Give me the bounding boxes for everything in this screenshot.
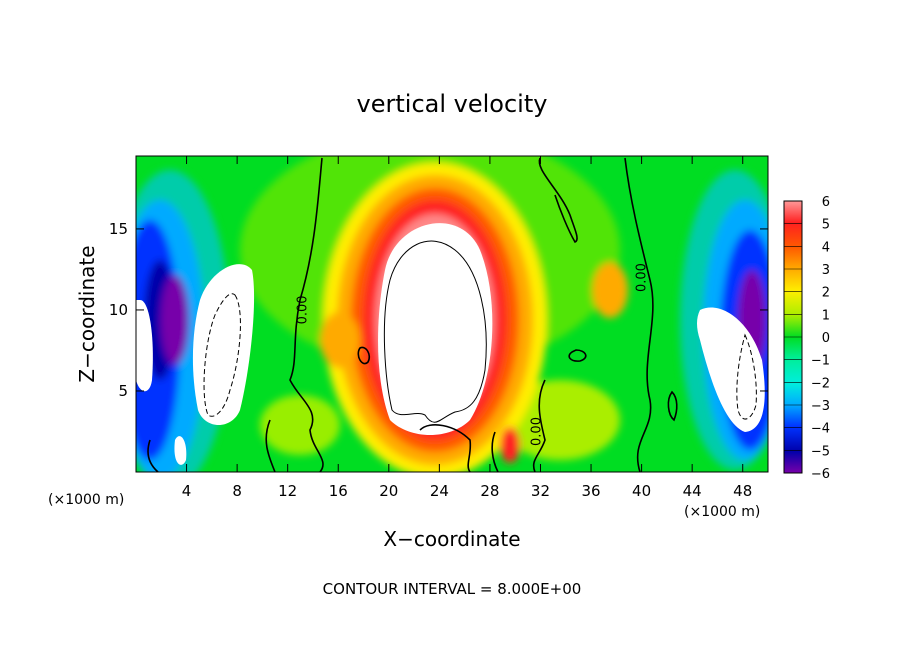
x-tick-label: 12	[278, 482, 297, 500]
contour-label: 0.00	[634, 263, 649, 292]
x-tick-label: 36	[581, 482, 600, 500]
contour-interval-note: CONTOUR INTERVAL = 8.000E+00	[323, 580, 582, 598]
colorbar-tick-label: −4	[811, 422, 830, 437]
chart-title: vertical velocity	[357, 90, 548, 118]
colorbar-tick-label: 5	[822, 218, 830, 233]
x-tick-label: 8	[232, 482, 242, 500]
x-tick-label: 4	[182, 482, 192, 500]
velocity-field: 0.00 0.00 0.00	[136, 156, 768, 472]
x-tick-label: 48	[733, 482, 752, 500]
colorbar-tick-label: 3	[822, 263, 830, 278]
x-tick-label: 24	[430, 482, 449, 500]
y-tick-label: 10	[109, 301, 128, 319]
y-axis-label: Z−coordinate	[75, 245, 99, 382]
x-tick-label: 28	[480, 482, 499, 500]
colorbar: 6 5 4 3 2 1 0 −1 −2 −3 −4 −5 −6	[783, 195, 830, 482]
x-unit-right: (×1000 m)	[684, 504, 760, 520]
y-tick-label: 15	[109, 220, 128, 238]
colorbar-tick-label: −3	[811, 399, 830, 414]
colorbar-tick-label: −1	[811, 354, 830, 369]
x-unit-left: (×1000 m)	[48, 492, 124, 508]
colorbar-tick-label: 0	[822, 331, 830, 346]
x-tick-label: 40	[632, 482, 651, 500]
x-axis: 4 8 12 16 20 24 28 32 36 40 44 48	[182, 156, 752, 500]
y-axis: 5 10 15	[109, 220, 768, 400]
x-tick-label: 16	[329, 482, 348, 500]
x-tick-label: 44	[683, 482, 702, 500]
x-axis-label: X−coordinate	[383, 527, 520, 551]
colorbar-tick-label: −5	[811, 444, 830, 459]
colorbar-tick-label: 2	[822, 286, 830, 301]
contour-label: 0.00	[296, 295, 311, 324]
x-tick-label: 20	[379, 482, 398, 500]
contour-label: 0.00	[529, 417, 544, 446]
colorbar-tick-label: 4	[822, 240, 830, 255]
x-tick-label: 32	[531, 482, 550, 500]
colorbar-tick-label: 1	[822, 308, 830, 323]
colorbar-tick-label: −6	[811, 467, 830, 482]
y-tick-label: 5	[118, 382, 128, 400]
plot-frame	[135, 155, 769, 473]
colorbar-tick-label: 6	[822, 195, 830, 210]
colorbar-tick-label: −2	[811, 376, 830, 391]
